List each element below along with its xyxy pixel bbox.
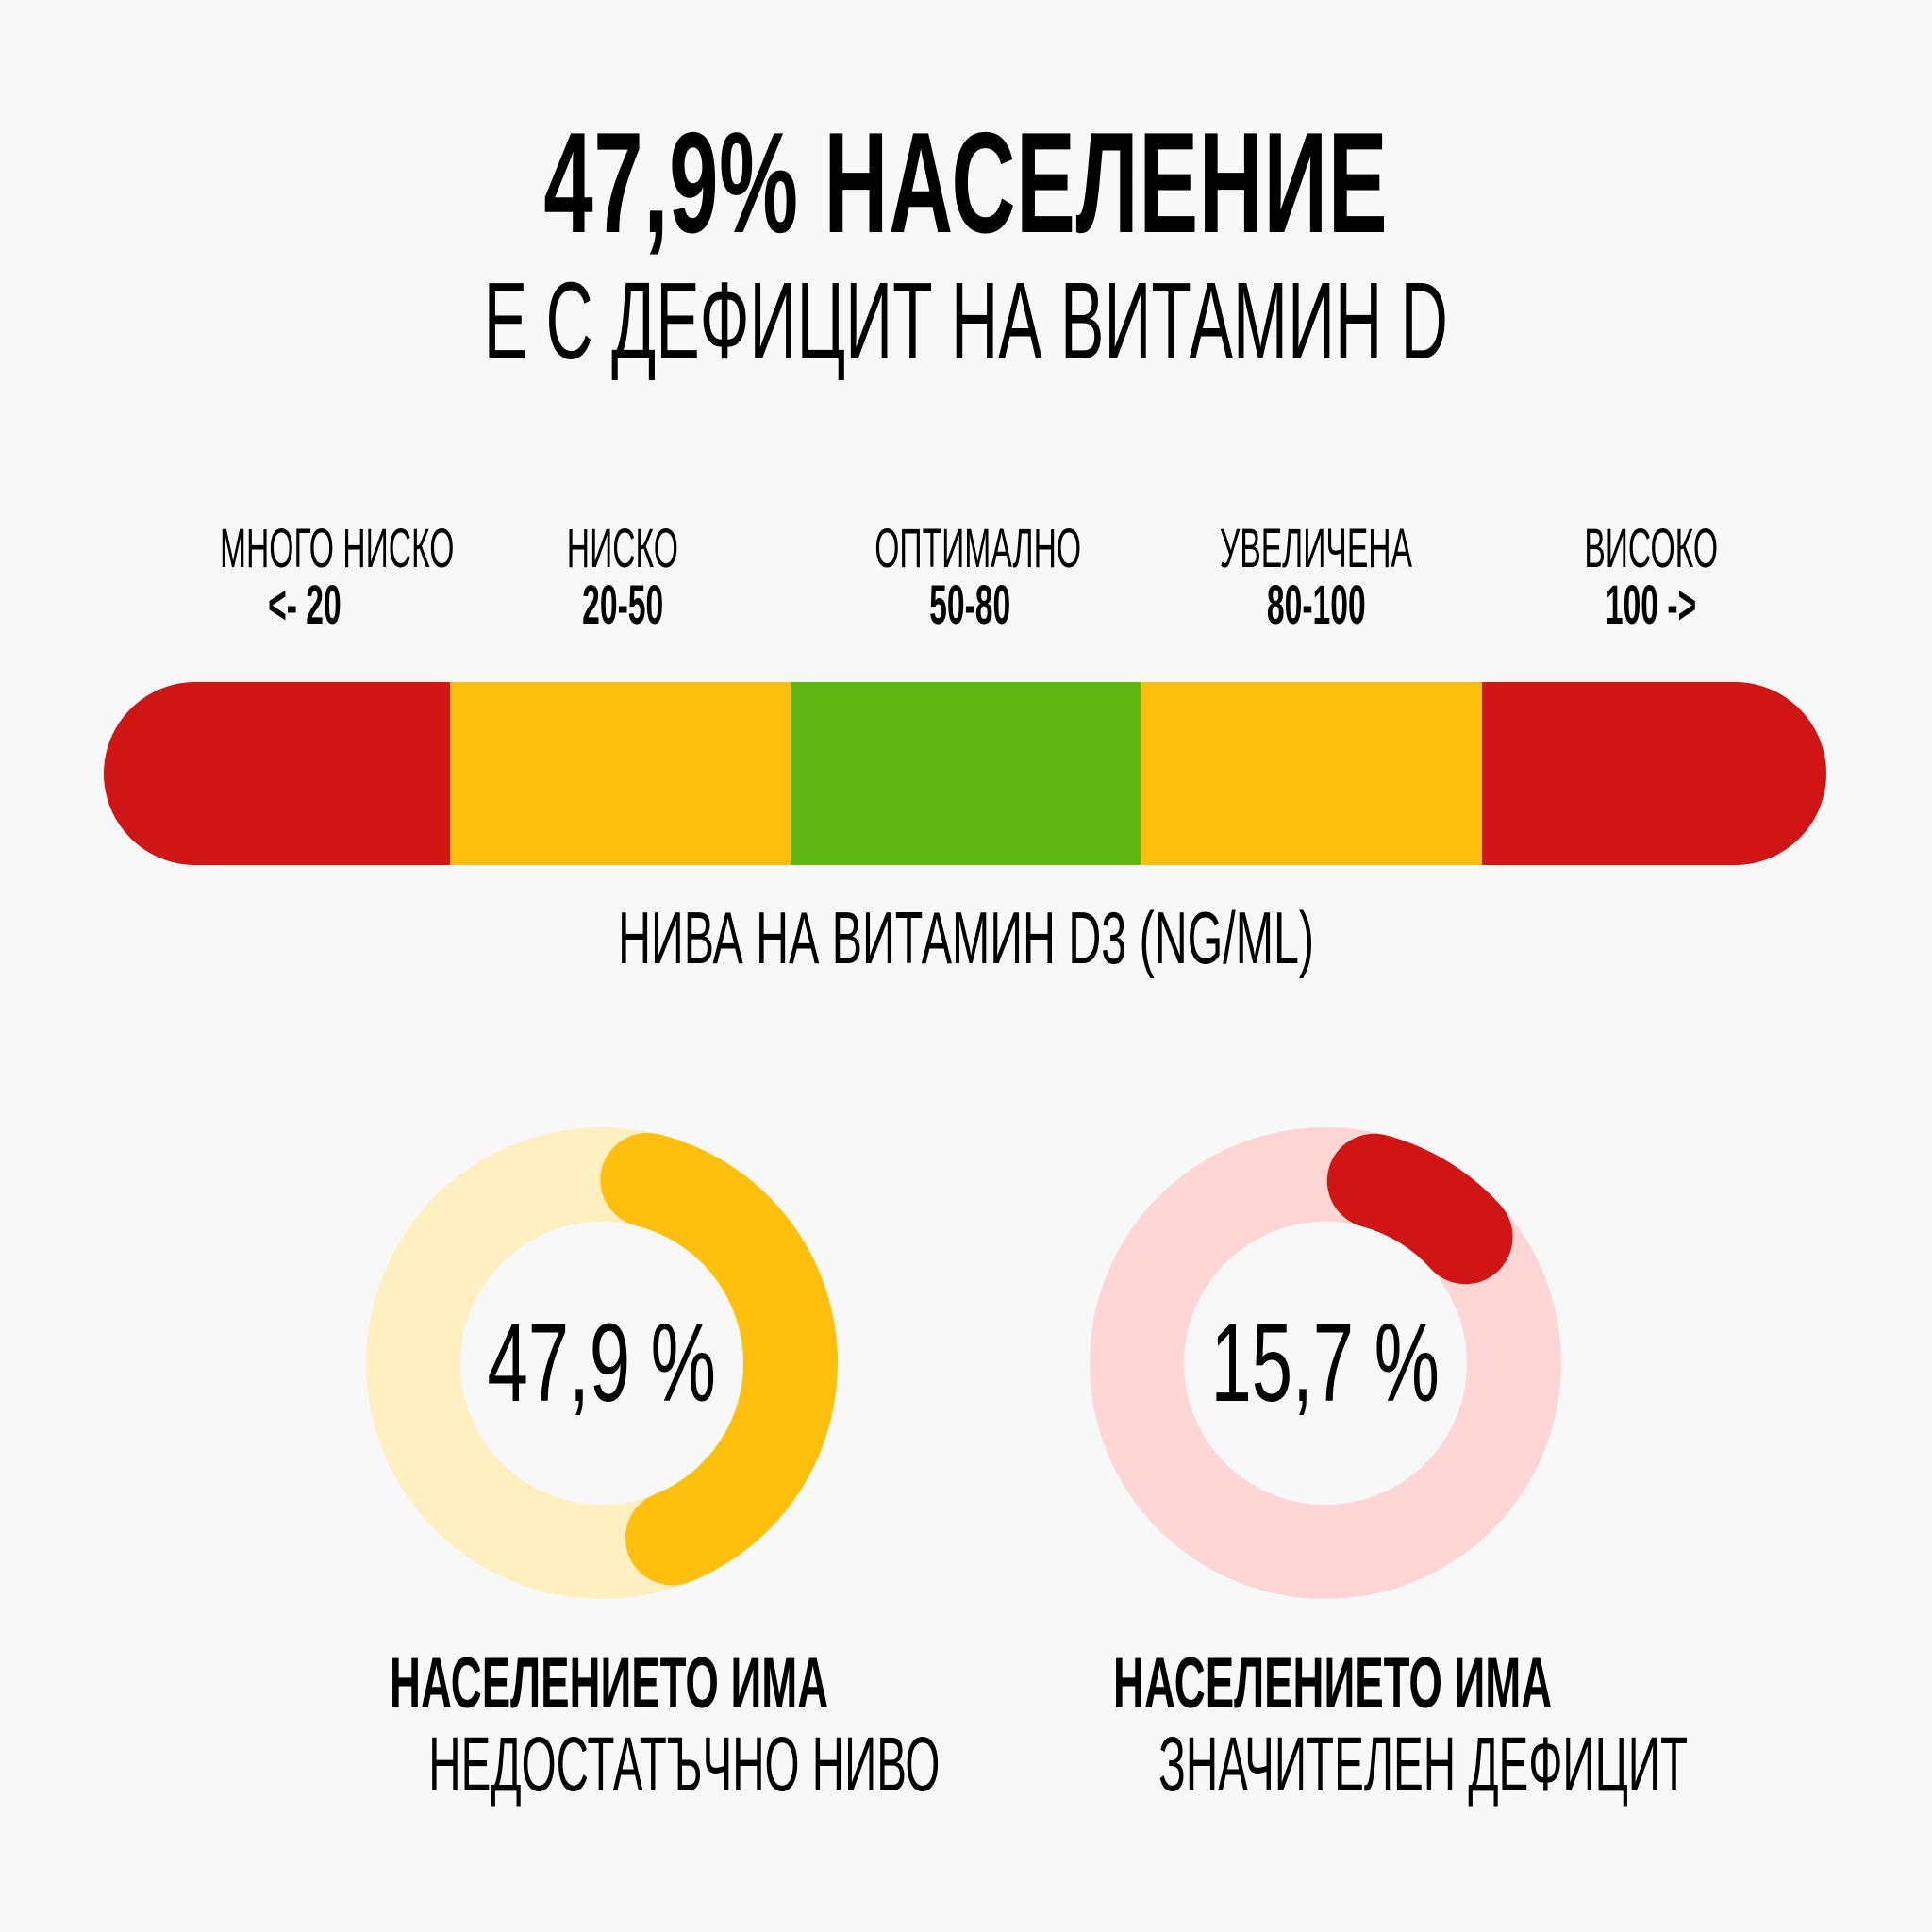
donut-chart-insufficient: 47,9 %	[357, 1118, 847, 1608]
range-name: ОПТИМАЛНО	[874, 518, 1082, 579]
segment-optimal	[791, 682, 1141, 865]
range-value: 50-80	[928, 575, 1011, 636]
range-label-high: ВИСОКО 100 ->	[1481, 521, 1821, 634]
donut-track	[1090, 1127, 1561, 1599]
segment-elevated	[1141, 682, 1482, 865]
donut-value-text: 15,7 %	[1210, 1301, 1441, 1425]
range-value: 20-50	[581, 575, 664, 636]
donut-ring	[1090, 1127, 1561, 1599]
donut-arc	[1326, 1133, 1513, 1285]
range-value: 100 ->	[1605, 575, 1697, 636]
range-name: УВЕЛИЧЕНА	[1219, 518, 1413, 579]
range-label-very-low: МНОГО НИСКО <- 20	[135, 521, 475, 634]
donut-ring	[366, 1127, 838, 1599]
range-name: ВИСОКО	[1584, 518, 1718, 579]
segment-low	[450, 682, 791, 865]
range-label-optimal: ОПТИМАЛНО 50-80	[800, 521, 1140, 634]
range-value: <- 20	[268, 575, 341, 636]
donut-value-text: 47,9 %	[487, 1301, 717, 1425]
caption-deficit: НАСЕЛЕНИЕТО ИМА ЗНАЧИТЕЛЕН ДЕФИЦИТ	[967, 1643, 1688, 1808]
segment-very-low	[104, 682, 450, 865]
caption-bold: НАСЕЛЕНИЕТО ИМА	[1113, 1643, 1553, 1724]
range-name: НИСКО	[566, 518, 679, 579]
caption-bold: НАСЕЛЕНИЕТО ИМА	[390, 1643, 829, 1724]
range-label-low: НИСКО 20-50	[453, 521, 792, 634]
scale-axis-label: НИВА НА ВИТАМИН D3 (NG/ML)	[0, 901, 1932, 974]
caption-regular: НЕДОСТАТЪЧНО НИВО	[428, 1722, 941, 1807]
caption-regular: ЗНАЧИТЕЛЕН ДЕФИЦИТ	[1158, 1722, 1689, 1807]
caption-insufficient: НАСЕЛЕНИЕТО ИМА НЕДОСТАТЪЧНО НИВО	[243, 1646, 960, 1808]
range-value: 80-100	[1266, 575, 1366, 636]
donut-value: 47,9 %	[357, 1118, 847, 1608]
range-name: МНОГО НИСКО	[219, 518, 455, 579]
scale-axis-label-text: НИВА НА ВИТАМИН D3 (NG/ML)	[618, 896, 1314, 979]
segment-high	[1482, 682, 1826, 865]
range-label-elevated: УВЕЛИЧЕНА 80-100	[1146, 521, 1486, 634]
donut-chart-deficit: 15,7 %	[1080, 1118, 1571, 1608]
vitamin-d-scale-bar	[104, 682, 1826, 865]
donut-value: 15,7 %	[1080, 1118, 1571, 1608]
donut-arc	[600, 1132, 838, 1586]
headline-subtitle: Е С ДЕФИЦИТ НА ВИТАМИН D	[0, 266, 1932, 375]
headline-subtitle-text: Е С ДЕФИЦИТ НА ВИТАМИН D	[483, 259, 1449, 382]
headline-title: 47,9% НАСЕЛЕНИЕ	[0, 111, 1932, 255]
headline-title-text: 47,9% НАСЕЛЕНИЕ	[543, 103, 1389, 263]
